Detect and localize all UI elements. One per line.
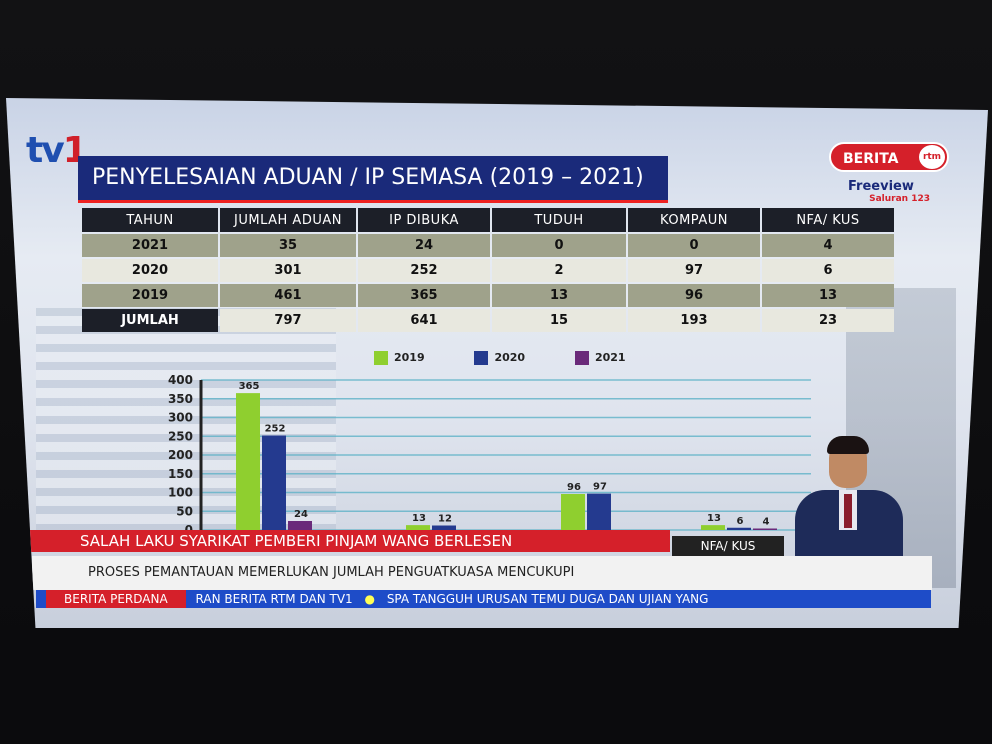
table-cell: 15 <box>492 309 626 332</box>
y-tick-label: 350 <box>168 392 193 406</box>
table-cell: 96 <box>628 284 760 307</box>
bar-2020-1 <box>432 525 456 530</box>
y-tick-label: 300 <box>168 411 193 425</box>
table-cell: 193 <box>628 309 760 332</box>
bar-2019-2 <box>561 494 585 530</box>
freeview-logo: Freeview Saluran 123 <box>848 179 958 204</box>
table-cell: 35 <box>220 234 356 257</box>
table-header: TAHUN <box>82 208 218 232</box>
table-cell: 252 <box>358 259 490 282</box>
subline-ticker: PROSES PEMANTAUAN MEMERLUKAN JUMLAH PENG… <box>32 556 932 590</box>
table-cell: 13 <box>492 284 626 307</box>
table-header: NFA/ KUS <box>762 208 894 232</box>
legend-swatch-2020 <box>474 351 489 365</box>
bar-2020-3 <box>727 527 751 530</box>
table-row-total: JUMLAH 797 641 15 193 23 <box>82 309 894 332</box>
page-title: PENYELESAIAN ADUAN / IP SEMASA (2019 – 2… <box>92 165 644 190</box>
table-header: KOMPAUN <box>628 208 760 232</box>
table-cell: 365 <box>358 284 490 307</box>
ticker-text: RAN BERITA RTM DAN TV1 <box>195 592 353 606</box>
table-cell: 4 <box>762 234 894 257</box>
tv-screen: tv1 PENYELESAIAN ADUAN / IP SEMASA (2019… <box>6 98 988 628</box>
headline-ticker: SALAH LAKU SYARIKAT PEMBERI PINJAM WANG … <box>30 530 670 552</box>
bar-2019-3 <box>701 525 725 530</box>
table-header: JUMLAH ADUAN <box>220 208 356 232</box>
ticker-separator-icon: ● <box>364 592 375 606</box>
data-label: 13 <box>412 513 426 524</box>
data-label: 6 <box>737 516 744 527</box>
data-label: 97 <box>593 482 607 493</box>
statistics-table: TAHUN JUMLAH ADUAN IP DIBUKA TUDUH KOMPA… <box>80 206 896 334</box>
legend-item: 2021 <box>574 351 626 365</box>
interpreter-hair <box>827 436 869 454</box>
data-label: 13 <box>707 513 721 524</box>
berita-rtm-logo: BERITA rtm <box>829 142 949 172</box>
table-cell: 23 <box>762 309 894 332</box>
chart-category-label: NFA/ KUS <box>672 536 784 556</box>
bar-2019-0 <box>236 393 260 530</box>
table-cell: JUMLAH <box>82 309 218 332</box>
table-header: IP DIBUKA <box>358 208 490 232</box>
data-label: 252 <box>265 424 286 435</box>
table-cell: 2 <box>492 259 626 282</box>
legend-swatch-2021 <box>574 351 589 365</box>
rtm-logo-icon: rtm <box>919 145 945 169</box>
table-cell: 0 <box>628 234 760 257</box>
table-cell: 2021 <box>82 234 218 257</box>
table-cell: 641 <box>358 309 490 332</box>
interpreter-tie <box>844 494 852 528</box>
y-tick-label: 0 <box>185 523 193 535</box>
bar-2021-3 <box>753 528 777 530</box>
tv1-logo: tv1 <box>26 130 88 171</box>
data-label: 12 <box>438 514 452 525</box>
title-bar: PENYELESAIAN ADUAN / IP SEMASA (2019 – 2… <box>78 156 668 203</box>
tv-stand-area <box>0 628 992 744</box>
table-cell: 24 <box>358 234 490 257</box>
table-cell: 301 <box>220 259 356 282</box>
table-header-row: TAHUN JUMLAH ADUAN IP DIBUKA TUDUH KOMPA… <box>82 208 894 232</box>
data-label: 4 <box>763 517 770 528</box>
table-cell: 13 <box>762 284 894 307</box>
y-tick-label: 250 <box>168 429 193 443</box>
table-row: 2021 35 24 0 0 4 <box>82 234 894 257</box>
ticker-tag: BERITA PERDANA <box>46 590 186 608</box>
table-cell: 0 <box>492 234 626 257</box>
y-tick-label: 400 <box>168 373 193 387</box>
data-label: 96 <box>567 482 581 493</box>
legend-item: 2019 <box>374 351 425 365</box>
table-cell: 461 <box>220 284 356 307</box>
y-tick-label: 100 <box>168 486 193 500</box>
data-label: 24 <box>294 509 308 520</box>
ticker-text: SPA TANGGUH URUSAN TEMU DUGA DAN UJIAN Y… <box>386 592 709 606</box>
scroll-ticker: BERITA PERDANA RAN BERITA RTM DAN TV1 ● … <box>36 590 931 608</box>
table-cell: 2020 <box>82 259 218 282</box>
bar-2019-1 <box>406 525 430 530</box>
table-cell: 6 <box>762 259 894 282</box>
table-cell: 97 <box>628 259 760 282</box>
y-tick-label: 50 <box>176 504 193 518</box>
table-row: 2020 301 252 2 97 6 <box>82 259 894 282</box>
table-cell: 797 <box>220 309 356 332</box>
bar-chart: 400 350 300 250 200 150 100 50 0 365 252 24 13 12 96 97… <box>168 373 811 535</box>
y-tick-label: 200 <box>168 448 193 462</box>
table-cell: 2019 <box>82 284 218 307</box>
legend-item: 2020 <box>474 351 525 365</box>
table-row: 2019 461 365 13 96 13 <box>82 284 894 307</box>
bar-2020-2 <box>587 493 611 530</box>
bar-2020-0 <box>262 435 286 530</box>
y-tick-label: 150 <box>168 467 193 481</box>
table-header: TUDUH <box>492 208 626 232</box>
bar-2021-0 <box>288 521 312 530</box>
freeview-channel: Saluran 123 <box>869 194 930 204</box>
legend-swatch-2019 <box>374 351 388 365</box>
chart-legend: 2019 2020 2021 <box>374 351 672 365</box>
data-label: 365 <box>239 381 260 392</box>
